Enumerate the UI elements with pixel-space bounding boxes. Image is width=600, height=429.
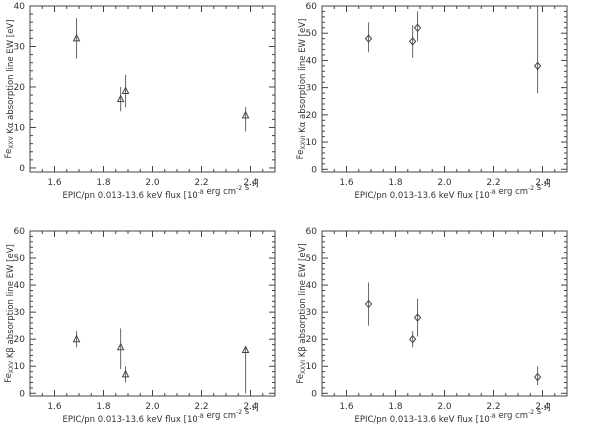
y-tick-label: 0 — [311, 389, 317, 399]
y-tick-label: 0 — [311, 165, 317, 175]
y-tick-label: 60 — [306, 227, 318, 237]
y-tick-label: 60 — [306, 2, 318, 12]
x-tick-label: 1.8 — [388, 178, 403, 188]
x-tick-label: 2.0 — [437, 402, 452, 412]
data-point-triangle — [116, 94, 125, 103]
data-point-diamond — [408, 37, 417, 46]
x-tick-label: 1.6 — [339, 402, 354, 412]
y-tick-label: 40 — [306, 56, 318, 66]
x-tick-label: 1.6 — [47, 178, 62, 188]
x-tick-label: 2.0 — [145, 402, 160, 412]
x-tick-label: 2.4 — [243, 178, 258, 188]
data-point-triangle — [121, 369, 130, 378]
y-tick-label: 40 — [14, 2, 26, 12]
y-tick-label: 20 — [14, 335, 26, 345]
plot-frame — [321, 230, 568, 397]
data-point-triangle — [121, 86, 130, 95]
y-tick-label: 10 — [306, 138, 318, 148]
data-point-diamond — [364, 299, 373, 309]
data-point-triangle — [72, 33, 81, 42]
data-point-diamond — [408, 334, 417, 344]
data-point-triangle — [241, 110, 250, 119]
plot-frame — [29, 230, 276, 397]
y-tick-label: 20 — [306, 111, 318, 121]
x-tick-label: 2.0 — [437, 178, 452, 188]
y-axis-label: FeXXVI Kβ absorption line EW [eV] — [296, 243, 308, 383]
y-tick-label: 20 — [14, 83, 26, 93]
x-tick-label: 1.8 — [388, 402, 403, 412]
y-axis-label: FeXXVI Kα absorption line EW [eV] — [296, 19, 308, 160]
x-tick-label: 2.2 — [194, 178, 208, 188]
y-tick-label: 30 — [14, 308, 26, 318]
plot-frame — [29, 5, 276, 173]
x-tick-label: 2.2 — [194, 402, 208, 412]
x-axis-label: EPIC/pn 0.013-13.6 keV flux [10-8 erg cm… — [62, 179, 258, 201]
x-tick-label: 2.2 — [486, 402, 500, 412]
panel-2: 1.6 1.8 2.0 2.2 2.4 0 10 20 30 40 50 60 EPIC/pn 0.01… — [296, 2, 568, 201]
data-point-diamond — [533, 61, 542, 71]
x-tick-label: 1.6 — [47, 402, 62, 412]
y-tick-label: 10 — [14, 362, 26, 372]
data-point-triangle — [241, 345, 250, 354]
data-point-diamond — [413, 23, 422, 33]
x-axis-label: EPIC/pn 0.013-13.6 keV flux [10-8 erg cm… — [354, 403, 550, 425]
y-tick-label: 30 — [306, 308, 318, 318]
x-tick-label: 1.8 — [96, 402, 111, 412]
y-tick-label: 0 — [19, 164, 25, 174]
y-tick-label: 50 — [306, 254, 318, 264]
x-tick-label: 1.8 — [96, 178, 111, 188]
y-tick-label: 0 — [19, 389, 25, 399]
data-point-diamond — [533, 372, 542, 382]
y-tick-label: 20 — [306, 335, 318, 345]
y-tick-label: 30 — [306, 84, 318, 94]
y-tick-label: 40 — [306, 281, 318, 291]
y-axis-label: FeXXV Kα absorption line EW [eV] — [4, 20, 16, 159]
plot-frame — [321, 5, 568, 173]
x-axis-label: EPIC/pn 0.013-13.6 keV flux [10-8 erg cm… — [62, 403, 258, 425]
y-tick-label: 60 — [14, 227, 26, 237]
x-tick-label: 2.4 — [243, 402, 258, 412]
data-point-triangle — [116, 342, 125, 351]
x-tick-label: 2.4 — [535, 178, 550, 188]
y-tick-label: 40 — [14, 281, 26, 291]
x-tick-label: 1.6 — [339, 178, 354, 188]
x-tick-label: 2.0 — [145, 178, 160, 188]
y-tick-label: 10 — [306, 362, 318, 372]
panel-3: 1.6 1.8 2.0 2.2 2.4 0 10 20 30 40 50 60 EPIC/pn 0.01… — [4, 227, 276, 425]
data-point-diamond — [413, 313, 422, 322]
y-tick-label: 50 — [306, 29, 318, 39]
x-axis-label: EPIC/pn 0.013-13.6 keV flux [10-8 erg cm… — [354, 179, 550, 201]
y-tick-label: 30 — [14, 42, 26, 52]
panel-1: 1.6 1.8 2.0 2.2 2.4 0 10 20 30 40 EPIC/pn 0.013-13… — [4, 2, 276, 201]
y-tick-label: 50 — [14, 254, 26, 264]
x-tick-label: 2.4 — [535, 402, 550, 412]
x-tick-label: 2.2 — [486, 178, 500, 188]
y-axis-label: FeXXV Kβ absorption line EW [eV] — [4, 244, 16, 383]
y-tick-label: 10 — [14, 123, 26, 133]
data-point-diamond — [364, 34, 373, 43]
panel-4: 1.6 1.8 2.0 2.2 2.4 0 10 20 30 40 50 60 EPIC/pn 0.01… — [296, 227, 568, 425]
data-point-triangle — [72, 334, 81, 343]
